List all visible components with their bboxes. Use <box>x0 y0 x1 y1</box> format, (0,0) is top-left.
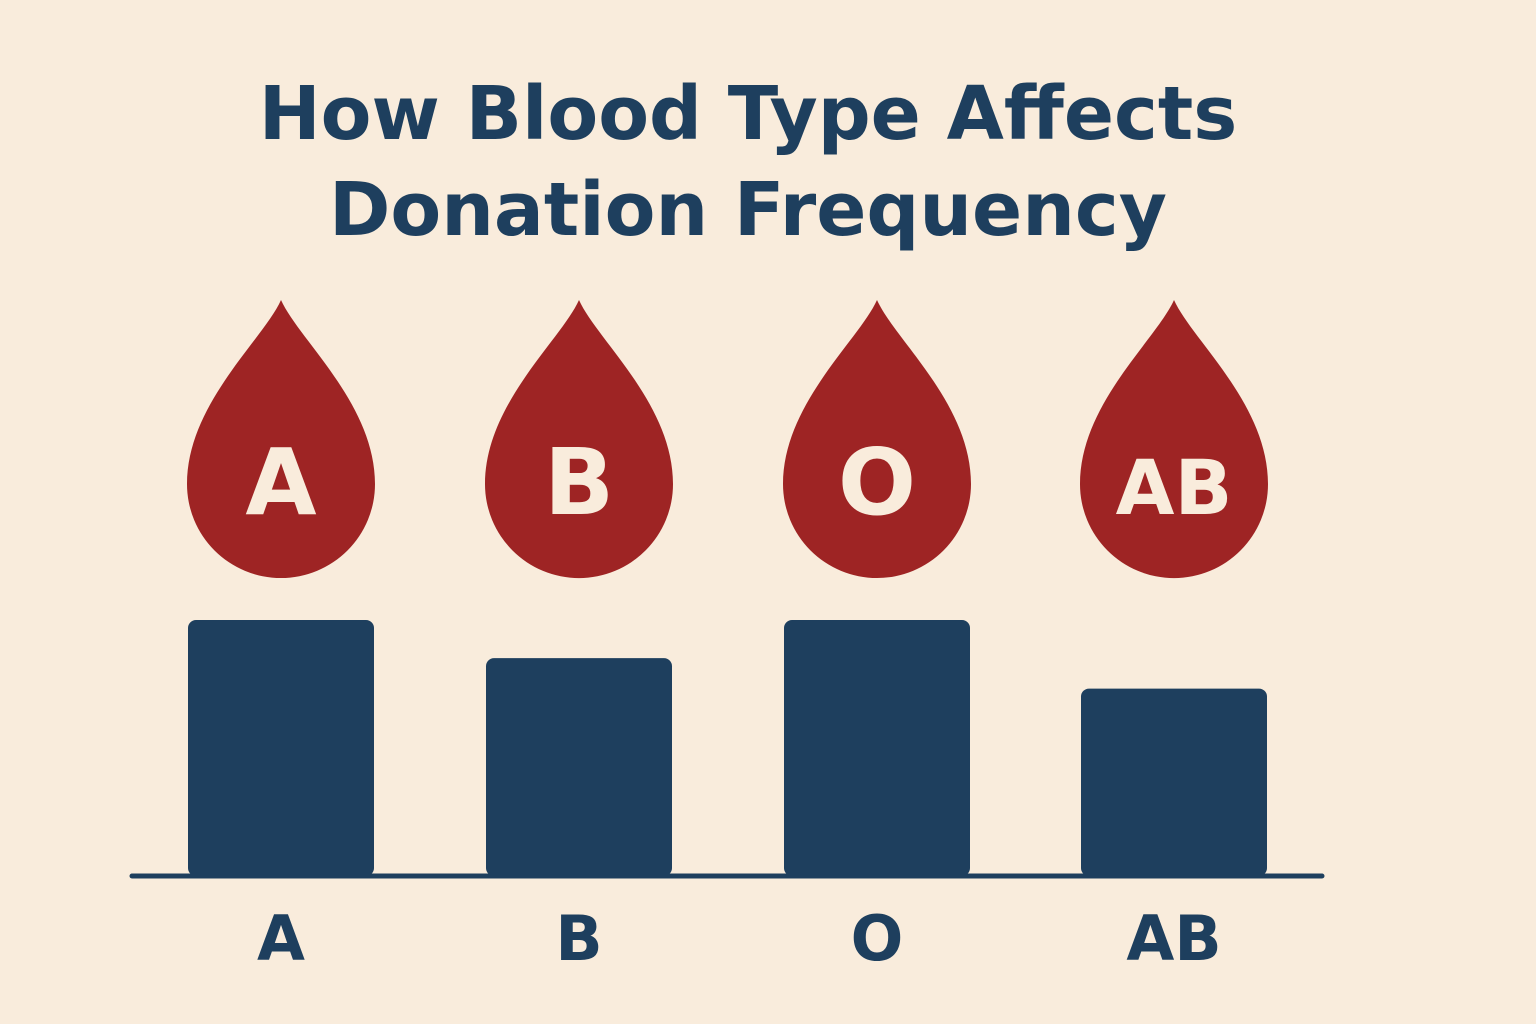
x-tick-label-a: A <box>257 902 305 975</box>
x-tick-label-ab: AB <box>1126 902 1221 975</box>
chart-title-line-2: Donation Frequency <box>328 167 1168 253</box>
chart-title-line-1: How Blood Type Affects <box>258 71 1238 157</box>
blood-drop-b <box>485 300 674 579</box>
drop-label-b: B <box>544 429 614 536</box>
bar-b <box>486 658 672 876</box>
bar-group <box>188 620 1267 876</box>
blood-drop-o <box>783 300 971 578</box>
bar-o <box>784 620 970 876</box>
bar-a <box>188 620 374 876</box>
drop-label-ab: AB <box>1116 443 1233 532</box>
blood-drop-ab <box>1079 300 1268 579</box>
bar-ab <box>1081 688 1267 876</box>
x-tick-label-b: B <box>555 902 602 975</box>
drop-label-o: O <box>838 429 916 536</box>
x-tick-label-o: O <box>851 902 904 975</box>
blood-drop-a <box>186 300 376 579</box>
drop-group: A B O AB <box>186 300 1268 579</box>
drop-label-a: A <box>245 429 316 536</box>
x-tick-labels: A B O AB <box>257 902 1222 975</box>
